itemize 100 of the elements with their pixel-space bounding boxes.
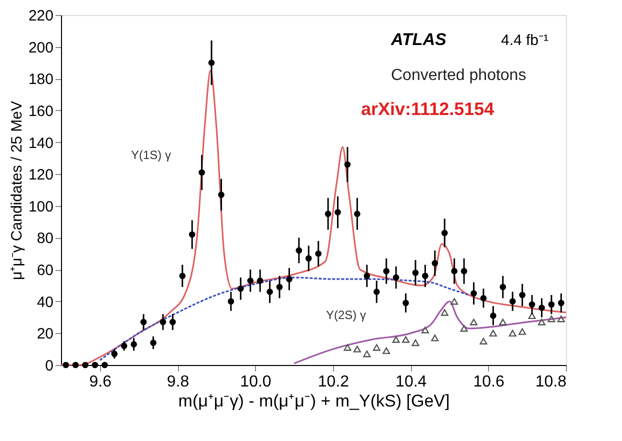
point	[382, 347, 390, 354]
y-tick-label: 180	[28, 71, 54, 88]
point	[324, 210, 332, 218]
x-tick-label: 9.6	[89, 374, 112, 390]
point	[170, 318, 176, 326]
y-tick-label: 140	[28, 134, 54, 152]
point	[402, 300, 409, 306]
point	[296, 247, 302, 254]
line-series	[99, 276, 470, 362]
annotation: Converted photons	[391, 67, 526, 84]
y-tick-label: 20	[36, 326, 54, 343]
point	[266, 288, 273, 295]
y-tick-label: 100	[28, 198, 54, 216]
point	[528, 301, 536, 308]
point	[82, 362, 88, 368]
point	[548, 301, 555, 308]
point	[489, 330, 497, 337]
point	[441, 230, 448, 236]
point	[102, 362, 108, 368]
point	[315, 250, 322, 257]
point	[392, 336, 400, 343]
y-tick-label: 0	[45, 358, 54, 374]
point	[402, 336, 410, 343]
point	[247, 278, 254, 284]
x-tick-label: 10.8	[535, 374, 567, 390]
point	[92, 362, 98, 368]
point	[440, 309, 448, 316]
point	[344, 161, 351, 168]
point	[218, 192, 224, 198]
point	[188, 231, 196, 238]
point	[150, 340, 156, 346]
point	[518, 328, 526, 335]
point	[499, 318, 507, 326]
point	[412, 270, 419, 276]
point	[344, 344, 352, 351]
point	[334, 209, 341, 216]
x-tick-label: 10.2	[318, 374, 350, 390]
point	[383, 268, 390, 274]
point	[363, 350, 371, 358]
point	[392, 274, 400, 281]
x-tick-label: 10.4	[396, 374, 427, 390]
point	[500, 284, 506, 290]
point	[460, 268, 468, 274]
x-tick-label: 9.8	[166, 374, 190, 390]
point	[130, 341, 137, 348]
point	[72, 362, 79, 368]
point	[451, 268, 458, 274]
point	[179, 272, 186, 280]
y-tick-label: 160	[28, 102, 54, 120]
x-axis-title: m(μ⁺μ⁻γ) - m(μ⁺μ⁻) + m_Υ(kS) [GeV]	[178, 392, 450, 410]
point	[160, 318, 166, 326]
point	[276, 284, 283, 290]
point	[548, 316, 556, 322]
point	[508, 330, 516, 337]
point	[238, 285, 244, 292]
point	[558, 300, 564, 306]
point	[208, 60, 215, 66]
point	[460, 325, 468, 332]
point	[431, 334, 439, 342]
point	[480, 295, 487, 302]
y-tick-label: 60	[36, 262, 54, 280]
annotation: Υ(2S) γ	[326, 308, 366, 322]
point	[432, 260, 438, 266]
annotation: arXiv:1112.5154	[361, 99, 494, 119]
annotation: 4.4 fb⁻¹	[501, 32, 549, 49]
point	[480, 338, 488, 344]
point	[450, 298, 458, 305]
point	[198, 169, 205, 176]
point	[470, 290, 477, 297]
point	[286, 276, 292, 282]
point	[228, 298, 234, 305]
y-tick-label: 200	[28, 39, 54, 56]
x-tick-label: 10.6	[473, 374, 504, 390]
point	[490, 312, 496, 319]
y-tick-label: 220	[28, 8, 54, 24]
point	[538, 304, 545, 311]
annotation: ATLAS	[390, 30, 448, 49]
point	[470, 318, 478, 326]
point	[354, 210, 360, 218]
point	[528, 312, 536, 320]
point	[364, 272, 370, 280]
point	[373, 288, 380, 295]
annotation: Υ(1S) γ	[131, 148, 172, 162]
point	[111, 350, 118, 358]
point	[256, 278, 264, 284]
point	[421, 326, 429, 334]
point	[422, 272, 428, 280]
x-tick-label: 10.0	[240, 374, 272, 390]
point	[412, 339, 420, 346]
point	[557, 316, 565, 322]
y-tick-label: 40	[36, 294, 54, 311]
point	[372, 344, 380, 351]
y-axis-title: μ⁺μ⁻γ Candidates / 25 MeV	[8, 100, 26, 280]
point	[509, 298, 516, 305]
point	[62, 362, 70, 368]
point	[305, 255, 312, 262]
y-tick-label: 120	[28, 166, 54, 184]
point	[140, 318, 147, 326]
point	[519, 292, 526, 298]
point	[120, 342, 128, 350]
